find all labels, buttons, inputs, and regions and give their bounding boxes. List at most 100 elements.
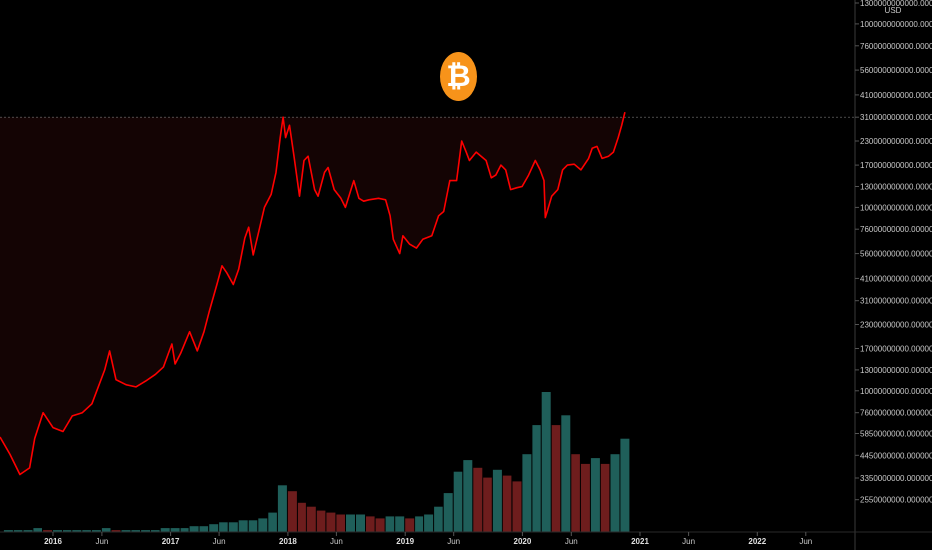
volume-bar: [33, 528, 42, 532]
volume-bar: [180, 528, 189, 532]
volume-bar: [453, 471, 463, 532]
price-axis-label: 23000000000.00000000: [860, 321, 932, 330]
time-axis-label: Jun: [565, 537, 578, 546]
price-line-layer: [0, 112, 626, 476]
price-axis-label: 560000000000.00000000: [860, 66, 932, 75]
volume-bar: [571, 454, 580, 532]
volume-bar: [199, 526, 209, 532]
time-axis[interactable]: 2016 Jun 2017 Jun 2018 Jun 2019 Jun 2020 Jun 2021 J…: [44, 532, 812, 546]
price-axis-label: 410000000000.00000000: [860, 91, 932, 100]
volume-bar: [561, 415, 571, 532]
volume-bar: [610, 454, 620, 532]
volume-bar: [141, 530, 151, 532]
volume-bar: [53, 530, 62, 532]
volume-bars: [3, 392, 630, 532]
price-axis-label: 1300000000000.00000000: [860, 0, 932, 8]
time-axis-label: Jun: [447, 537, 460, 546]
price-axis-label: 41000000000.00000000: [860, 274, 932, 283]
volume-bar: [415, 516, 424, 532]
time-axis-label: Jun: [799, 537, 812, 546]
time-axis-label: 2019: [396, 537, 414, 546]
volume-bar: [63, 530, 72, 532]
volume-bar: [551, 425, 561, 532]
volume-bar: [356, 514, 365, 532]
time-axis-label: Jun: [330, 537, 343, 546]
volume-bar: [189, 526, 199, 532]
volume-bar: [287, 491, 297, 532]
price-axis-label: 7600000000.00000000: [860, 409, 932, 418]
volume-bar: [268, 512, 277, 532]
price-axis-label: 17000000000.00000000: [860, 345, 932, 354]
price-axis-label: 100000000000.00000000: [860, 203, 932, 212]
volume-bar: [121, 530, 131, 532]
price-axis-label: 4450000000.00000000: [860, 451, 932, 460]
volume-bar: [346, 514, 355, 532]
currency-label: USD: [885, 6, 902, 15]
time-axis-label: 2020: [514, 537, 532, 546]
time-axis-label: 2022: [748, 537, 766, 546]
price-axis-label: 56000000000.00000000: [860, 250, 932, 259]
volume-bar: [43, 530, 53, 532]
volume-bar: [375, 518, 385, 532]
volume-bar: [101, 528, 111, 532]
volume-bar: [13, 530, 23, 532]
price-axis-label: 2550000000.00000000: [860, 496, 932, 505]
price-area-layer: [0, 117, 625, 475]
volume-bar: [620, 438, 630, 532]
price-axis-label: 130000000000.00000000: [860, 183, 932, 192]
volume-bar: [316, 510, 326, 532]
volume-bar: [91, 530, 101, 532]
volume-bar: [72, 530, 82, 532]
volume-bar: [532, 425, 541, 532]
time-axis-label: Jun: [213, 537, 226, 546]
time-axis-label: 2018: [279, 537, 297, 546]
volume-bar: [483, 477, 492, 532]
volume-bar: [385, 516, 395, 532]
volume-bar: [600, 463, 610, 532]
volume-bar: [473, 467, 483, 532]
price-axis-label: 310000000000.00000000: [860, 113, 932, 122]
volume-bar: [463, 460, 473, 532]
price-axis-label: 10000000000.00000000: [860, 387, 932, 396]
volume-bar: [238, 520, 248, 532]
volume-bar: [111, 530, 121, 532]
volume-bar: [522, 454, 532, 532]
price-axis-label: 760000000000.00000000: [860, 42, 932, 51]
volume-bar: [3, 530, 13, 532]
bitcoin-logo-icon: ₿: [440, 52, 477, 101]
volume-bar: [405, 518, 415, 532]
time-axis-label: 2017: [162, 537, 180, 546]
volume-bar: [131, 530, 140, 532]
volume-bar: [297, 502, 306, 532]
price-axis-label: 170000000000.00000000: [860, 161, 932, 170]
volume-bar: [82, 530, 91, 532]
volume-bar: [23, 530, 33, 532]
price-axis-label: 3350000000.00000000: [860, 474, 932, 483]
volume-bar: [151, 530, 160, 532]
volume-bar: [277, 485, 287, 532]
price-axis-label: 230000000000.00000000: [860, 137, 932, 146]
time-axis-label: Jun: [682, 537, 695, 546]
volume-bar: [219, 522, 228, 532]
time-axis-label: Jun: [95, 537, 108, 546]
volume-bar: [258, 518, 268, 532]
price-line: [0, 112, 626, 476]
volume-bar: [366, 516, 375, 532]
volume-bar: [170, 528, 180, 532]
volume-bar: [306, 506, 316, 532]
price-axis-label: 76000000000.00000000: [860, 225, 932, 234]
volume-bar: [580, 463, 590, 532]
time-axis-label: 2016: [44, 537, 62, 546]
price-axis-label: 5850000000.00000000: [860, 430, 932, 439]
price-axis[interactable]: 1300000000000.00000000 1000000000000.0000…: [855, 0, 932, 505]
volume-bar: [590, 458, 600, 532]
volume-bar: [228, 522, 238, 532]
price-axis-label: 1000000000000.00000000: [860, 20, 932, 29]
price-axis-label: 13000000000.00000000: [860, 366, 932, 375]
volume-bar: [160, 528, 170, 532]
price-area: [0, 117, 625, 475]
volume-bar: [424, 514, 434, 532]
time-axis-label: 2021: [631, 537, 649, 546]
volume-bar: [395, 516, 405, 532]
